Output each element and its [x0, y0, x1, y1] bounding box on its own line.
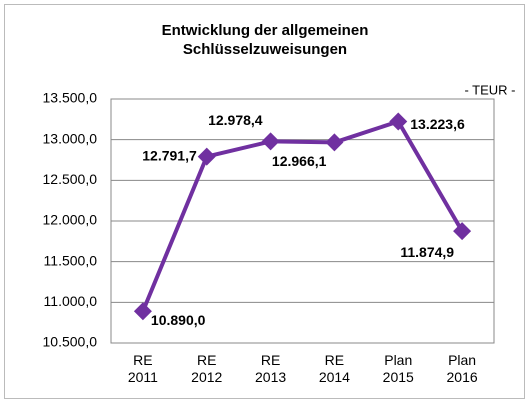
- x-tick-label: RE 2014: [318, 352, 350, 385]
- data-label: 13.223,6: [410, 116, 465, 132]
- y-tick-label: 12.500,0: [43, 171, 98, 187]
- x-tick-label: RE 2013: [255, 352, 287, 385]
- x-tick-label: RE 2012: [191, 352, 223, 385]
- marker: [261, 132, 280, 151]
- line: [141, 119, 464, 313]
- y-tick-label: 11.000,0: [44, 293, 98, 309]
- marker: [389, 112, 408, 131]
- data-label: 11.874,9: [400, 244, 454, 260]
- chart-title: Entwicklung der allgemeinen Schlüsselzuw…: [161, 22, 369, 58]
- y-tick-label: 13.500,0: [43, 90, 98, 106]
- chart-border: [4, 4, 525, 399]
- marker: [453, 222, 472, 241]
- data-label: 10.890,0: [151, 312, 206, 328]
- plot-area: [110, 98, 495, 344]
- marker: [325, 133, 344, 152]
- data-label: 12.791,7: [142, 147, 197, 163]
- y-tick-label: 10.500,0: [43, 334, 98, 350]
- data-label: 12.966,1: [272, 153, 327, 169]
- y-tick-label: 11.500,0: [44, 252, 98, 268]
- x-tick-label: Plan 2015: [382, 352, 414, 385]
- x-tick-label: RE 2011: [127, 352, 158, 385]
- y-tick-label: 13.000,0: [43, 130, 98, 146]
- data-label: 12.978,4: [208, 112, 263, 128]
- marker: [197, 147, 216, 166]
- marker: [133, 302, 152, 321]
- unit-annotation: - TEUR -: [464, 82, 515, 97]
- y-tick-label: 12.000,0: [43, 212, 98, 228]
- x-tick-label: Plan 2016: [446, 352, 478, 385]
